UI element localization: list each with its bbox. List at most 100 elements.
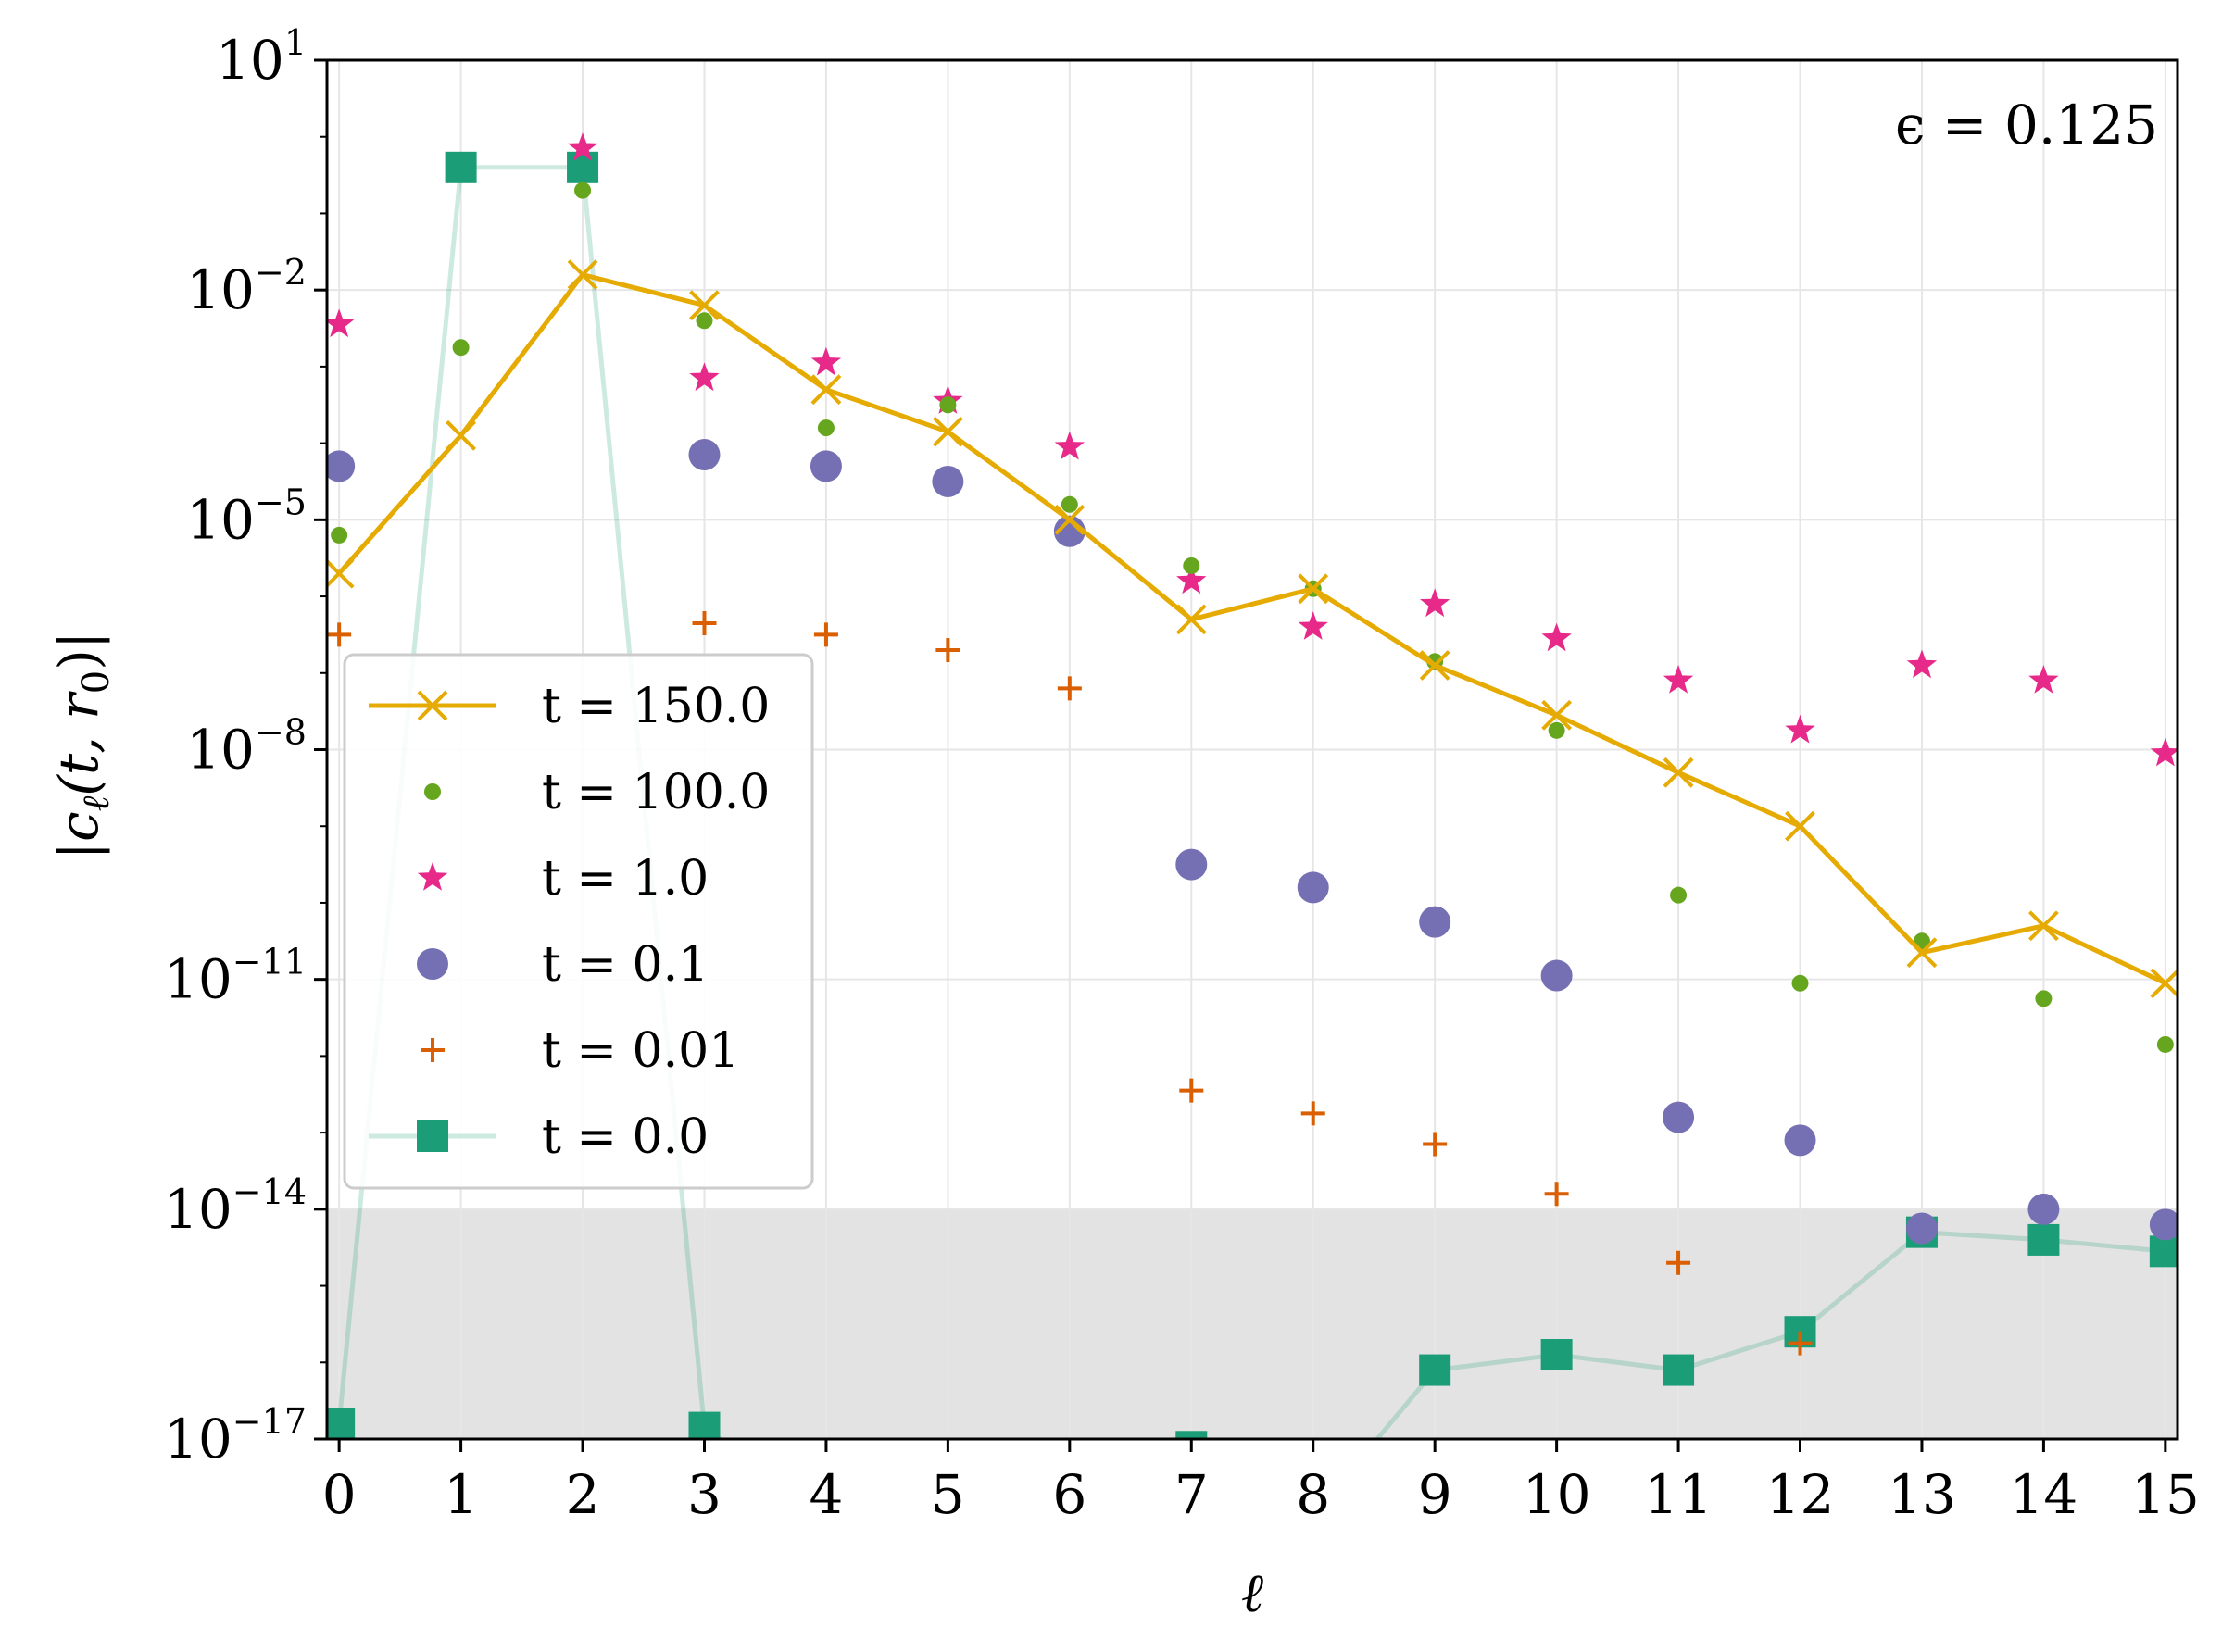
legend-item: t = 150.0 [369,679,770,734]
data-point [567,151,599,183]
x-tick-label: 7 [1174,1463,1209,1526]
data-point [813,622,838,647]
legend-item: t = 0.01 [421,1023,739,1079]
data-point [327,450,356,482]
data-point [567,259,598,291]
x-tick-label: 15 [2131,1463,2200,1526]
series-t-0-01 [327,611,1813,1356]
data-point [1784,1124,1816,1157]
y-axis-title-bar-left: | [47,842,110,860]
legend-item: t = 100.0 [424,765,770,820]
data-point [1176,565,1207,594]
data-point [1175,604,1207,635]
x-axis-title: ℓ [1241,1561,1263,1624]
data-point [2035,990,2053,1007]
x-tick-label: 4 [809,1463,843,1526]
data-point [692,611,717,636]
y-axis-title: |cℓ(t, r0)| [47,632,118,860]
noise-floor-band [327,1208,2178,1439]
data-point [1791,974,1809,992]
data-point [1419,906,1451,938]
data-point [1540,1339,1573,1371]
data-point [1183,557,1200,574]
data-point [1663,1354,1695,1386]
data-point [810,374,842,406]
x-tick-label: 1 [444,1463,478,1526]
data-point [688,439,721,471]
x-tick-label: 5 [931,1463,965,1526]
legend-item: t = 1.0 [417,851,709,907]
y-axis-title-args-sub: 0 [75,670,118,694]
legend-label: t = 0.1 [542,937,709,993]
legend: t = 150.0 t = 100.0 t = 1.0 t = 0.1 t = 0.01… [343,653,814,1190]
data-point [1054,431,1085,460]
x-tick-label: 12 [1766,1463,1835,1526]
data-point [1544,1182,1569,1207]
data-point [1785,714,1815,744]
legend-label: t = 100.0 [542,765,770,820]
data-point [696,312,713,330]
y-axis-title-close: )| [47,632,110,670]
data-point [1541,622,1572,652]
data-point [452,339,470,357]
legend-label: t = 150.0 [542,679,770,734]
y-axis-title-c: c [47,811,110,841]
data-point [2027,1193,2060,1225]
data-point [1298,573,1329,605]
data-point [1175,848,1208,881]
legend-marker [417,862,448,891]
data-point [1663,665,1694,694]
data-point [574,181,592,199]
data-point [1419,650,1450,681]
series-t-0-1 [327,439,2178,1245]
data-point [1054,504,1086,535]
epsilon-annotation: ϵ = 0.125 [1895,94,2158,156]
data-point [1906,937,1938,969]
svg-text:|cℓ(t, r0)|: |cℓ(t, r0)| [47,632,118,860]
data-point [1785,810,1815,842]
data-point [932,416,963,447]
data-point [817,419,835,437]
x-tick-label: 11 [1644,1463,1713,1526]
data-point [327,308,355,338]
legend-item: t = 0.1 [417,937,709,993]
x-tick-label: 2 [566,1463,600,1526]
x-tick-label: 10 [1523,1463,1591,1526]
data-point [1670,886,1688,904]
data-point [1663,757,1694,788]
data-point [689,290,720,321]
data-point [1175,1431,1208,1439]
data-point [1300,1101,1325,1126]
data-point [1548,721,1565,739]
legend-marker [417,948,448,980]
data-point [2149,1208,2178,1241]
data-point [2027,1223,2060,1256]
data-point [1419,1354,1451,1386]
data-point [1423,1132,1448,1157]
data-point [2027,910,2059,942]
legend-marker [424,783,441,800]
data-point [1541,699,1573,731]
x-tick-label: 14 [2010,1463,2078,1526]
series-t-150-0 [327,259,2178,999]
legend-marker [417,690,448,721]
y-tick-label: 101 [216,22,307,92]
legend-item: t = 0.0 [369,1109,709,1165]
data-point [1061,495,1078,513]
legend-label: t = 0.01 [542,1023,739,1079]
data-point [445,151,477,183]
data-point [1297,871,1329,904]
legend-label: t = 1.0 [542,851,709,907]
data-point [567,132,598,161]
y-tick-label: 10−8 [186,712,307,782]
data-point [327,557,355,589]
legend-marker [417,1120,448,1152]
data-point [810,450,842,482]
series-line [337,271,2166,986]
data-point [2150,737,2178,767]
x-tick-label: 9 [1418,1463,1452,1526]
data-point [2149,1235,2178,1268]
data-point [2150,968,2178,999]
